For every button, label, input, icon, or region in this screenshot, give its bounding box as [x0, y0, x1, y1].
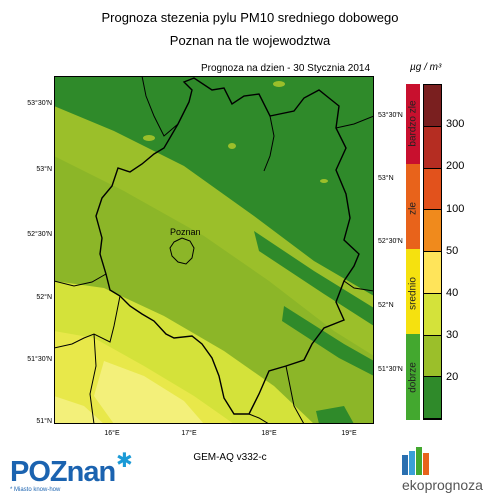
scale-level-label: 200: [446, 160, 465, 172]
scale-segment: [424, 335, 441, 378]
category-label: bardzo zle: [407, 100, 419, 147]
scale-level-label: 50: [446, 245, 459, 257]
city-label: Poznan: [170, 227, 201, 237]
scale-segment: [424, 126, 441, 169]
scale-level-label: 40: [446, 287, 459, 299]
lon-tick-label: 19°E: [341, 430, 357, 437]
scale-level-label: 100: [446, 203, 465, 215]
lon-tick-label: 16°E: [104, 430, 120, 437]
lat-tick-label-right: 52°30'N: [378, 238, 403, 245]
lat-tick-label-right: 52°N: [378, 302, 394, 309]
spot: [320, 179, 328, 183]
neighbour-border: [141, 76, 179, 137]
neighbour-border: [335, 115, 374, 129]
class-bardzo-zle-swatch: [406, 84, 420, 164]
lon-tick-label: 17°E: [181, 430, 197, 437]
class-zle-swatch: [406, 164, 420, 249]
category-label: srednio: [407, 277, 419, 310]
lat-tick-label: 52°N: [36, 294, 52, 301]
star-icon: ✱: [116, 450, 133, 472]
voivodeship-border: [95, 77, 360, 415]
spot: [228, 143, 236, 149]
class-dobrze-swatch: [406, 334, 420, 420]
lat-tick-label: 52°30'N: [27, 231, 52, 238]
lat-tick-label: 53°30'N: [27, 100, 52, 107]
scale-segment: [424, 85, 441, 127]
legend-unit: µg / m³: [410, 62, 442, 73]
category-label: dobrze: [407, 362, 419, 393]
spot: [273, 81, 285, 87]
ekoprognoza-logo[interactable]: ekoprognoza: [402, 477, 483, 493]
scale-segment: [424, 168, 441, 211]
band-green-strip-2: [282, 306, 374, 376]
scale-segment: [424, 210, 441, 252]
neighbour-border: [248, 413, 270, 424]
map-frame: [54, 76, 374, 424]
class-srednio-swatch: [406, 249, 420, 334]
band-green-strip: [254, 231, 374, 326]
model-label: GEM-AQ v332-c: [193, 452, 267, 463]
forecast-date: Prognoza na dzien - 30 Stycznia 2014: [201, 63, 370, 74]
lat-tick-label-right: 53°N: [378, 175, 394, 182]
scale-segment: [424, 293, 441, 336]
poznan-city-border: [169, 237, 195, 265]
scale-level-label: 30: [446, 329, 459, 341]
lat-tick-label: 51°N: [36, 418, 52, 425]
color-scale: [423, 84, 442, 420]
scale-segment: [424, 252, 441, 294]
neighbour-border: [343, 280, 374, 292]
lon-tick-label: 18°E: [261, 430, 277, 437]
map-title: Prognoza stezenia pylu PM10 sredniego do…: [101, 10, 399, 25]
neighbour-border: [89, 333, 97, 424]
map-subtitle: Poznan na tle wojewodztwa: [169, 33, 331, 48]
neighbour-border: [54, 273, 107, 287]
lat-tick-label-right: 51°30'N: [378, 366, 403, 373]
category-label: zle: [407, 202, 419, 215]
lat-tick-label: 53°N: [36, 166, 52, 173]
poznan-logo[interactable]: POZnan: [10, 456, 116, 488]
neighbour-border: [285, 365, 305, 424]
category-strip: [406, 84, 420, 420]
pm10-map: [54, 76, 374, 424]
ekoprognoza-logo-icon: [402, 447, 429, 475]
band-green-corner: [316, 406, 354, 424]
poznan-logo-tagline: * Miasto know-how: [10, 487, 61, 493]
scale-segment: [424, 377, 441, 419]
band-light: [94, 361, 204, 424]
band-light-2: [54, 396, 104, 424]
neighbour-border: [263, 115, 275, 172]
lat-tick-label-right: 53°30'N: [378, 112, 403, 119]
spot: [143, 135, 155, 141]
scale-level-label: 20: [446, 371, 459, 383]
lat-tick-label: 51°30'N: [27, 356, 52, 363]
scale-level-label: 300: [446, 118, 465, 130]
